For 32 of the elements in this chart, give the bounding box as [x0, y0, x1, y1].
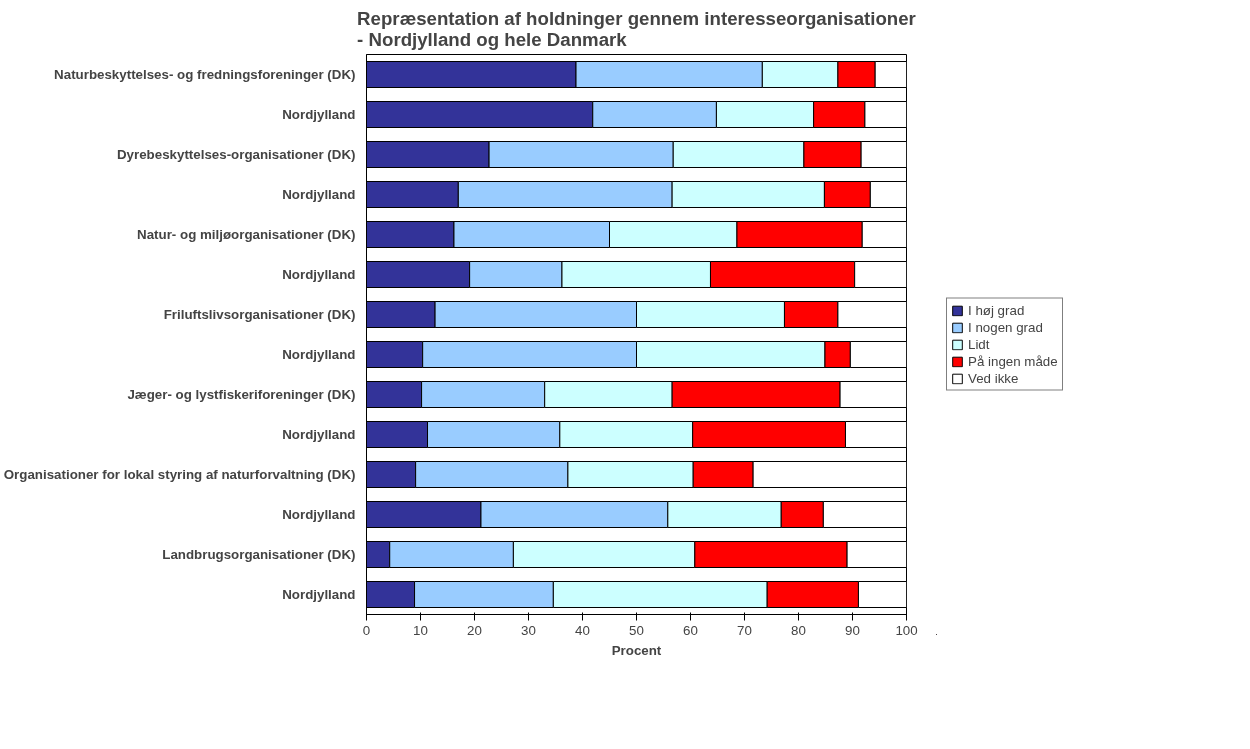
- x-tick-label: 80: [791, 622, 806, 638]
- legend-label: I høj grad: [968, 302, 1025, 318]
- y-tick-label: Jæger- og lystfiskeriforeninger (DK): [127, 387, 356, 402]
- y-tick-label: Landbrugsorganisationer (DK): [162, 547, 356, 562]
- y-tick-label: Organisationer for lokal styring af naturforvaltning (DK): [3, 467, 356, 482]
- y-tick-label: Nordjylland: [282, 267, 356, 282]
- y-tick-label: Nordjylland: [282, 107, 356, 122]
- x-tick-label: 60: [683, 622, 698, 638]
- y-tick-label: Dyrebeskyttelses-organisationer (DK): [117, 147, 356, 162]
- y-tick-label: Nordjylland: [282, 587, 356, 602]
- x-tick-label: 40: [575, 622, 590, 638]
- x-tick-label: 0: [362, 622, 371, 638]
- x-tick-label: 50: [629, 622, 644, 638]
- y-tick-label: Natur- og miljøorganisationer (DK): [137, 227, 356, 242]
- chart-title: Repræsentation af holdninger gennem interesseorganisationer - Nordjylland og hele Danmark: [357, 7, 916, 50]
- x-tick-label: 100: [895, 622, 918, 638]
- x-tick-label: 30: [521, 622, 536, 638]
- x-axis-title: Procent: [611, 642, 662, 658]
- x-tick-label: 90: [845, 622, 860, 638]
- y-tick-label: Nordjylland: [282, 427, 356, 442]
- x-tick-label: 70: [737, 622, 752, 638]
- x-tick-label: 20: [467, 622, 482, 638]
- y-tick-label: Naturbeskyttelses- og fredningsforeninger (DK): [54, 67, 356, 82]
- legend-label: Ved ikke: [968, 370, 1019, 386]
- legend-label: Lidt: [968, 336, 990, 352]
- legend-label: I nogen grad: [968, 319, 1043, 335]
- y-tick-label: Nordjylland: [282, 187, 356, 202]
- x-tick-label: 10: [413, 622, 428, 638]
- y-tick-label: Friluftslivsorganisationer (DK): [163, 307, 356, 322]
- legend-label: På ingen måde: [968, 353, 1058, 369]
- y-tick-label: Nordjylland: [282, 347, 356, 362]
- y-tick-label: Nordjylland: [282, 507, 356, 522]
